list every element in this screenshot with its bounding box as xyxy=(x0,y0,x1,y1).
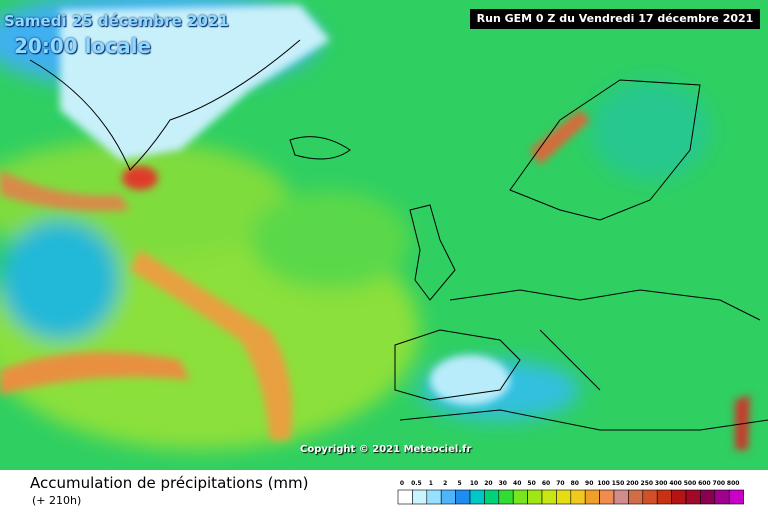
precipitation-map xyxy=(0,0,768,470)
legend-label: 60 xyxy=(542,480,550,487)
forecast-lead: (+ 210h) xyxy=(32,494,82,507)
legend-swatch xyxy=(656,489,672,505)
legend-label: 800 xyxy=(727,480,740,487)
legend-swatch xyxy=(541,489,557,505)
legend-swatch xyxy=(584,489,600,505)
legend-label: 30 xyxy=(499,480,507,487)
legend-swatch xyxy=(498,489,514,505)
legend-label: 250 xyxy=(641,480,654,487)
legend-swatch xyxy=(714,489,730,505)
forecast-date: Samedi 25 décembre 2021 xyxy=(4,12,229,30)
legend-label: 200 xyxy=(626,480,639,487)
legend-label: 50 xyxy=(527,480,535,487)
legend-label: 500 xyxy=(684,480,697,487)
legend-swatch xyxy=(728,489,744,505)
legend-label: 10 xyxy=(470,480,478,487)
legend-swatch xyxy=(469,489,485,505)
copyright: Copyright © 2021 Meteociel.fr xyxy=(300,444,472,455)
legend-swatch xyxy=(671,489,687,505)
legend-swatch xyxy=(527,489,543,505)
legend-label: 400 xyxy=(669,480,682,487)
legend-label: 70 xyxy=(556,480,564,487)
legend-swatch xyxy=(642,489,658,505)
legend-swatch xyxy=(685,489,701,505)
legend-label: 0.5 xyxy=(411,480,422,487)
footer-title: Accumulation de précipitations (mm) xyxy=(30,474,309,492)
legend-label: 20 xyxy=(484,480,492,487)
legend-swatch xyxy=(613,489,629,505)
legend-label: 90 xyxy=(585,480,593,487)
legend-label: 40 xyxy=(513,480,521,487)
legend-swatch xyxy=(397,489,413,505)
forecast-time: 20:00 locale xyxy=(14,34,151,58)
legend-label: 2 xyxy=(443,480,447,487)
legend-label: 80 xyxy=(571,480,579,487)
legend-swatch xyxy=(455,489,471,505)
legend-label: 600 xyxy=(698,480,711,487)
run-banner: Run GEM 0 Z du Vendredi 17 décembre 2021 xyxy=(470,9,760,29)
legend-swatch xyxy=(570,489,586,505)
legend-swatch xyxy=(512,489,528,505)
legend-label: 100 xyxy=(597,480,610,487)
legend-swatch xyxy=(440,489,456,505)
legend-swatch xyxy=(628,489,644,505)
legend-label: 700 xyxy=(713,480,726,487)
legend-label: 150 xyxy=(612,480,625,487)
legend-label: 300 xyxy=(655,480,668,487)
legend-swatch xyxy=(412,489,428,505)
legend-label: 0 xyxy=(400,480,404,487)
legend-swatch xyxy=(556,489,572,505)
legend-label: 1 xyxy=(429,480,433,487)
legend-swatch xyxy=(426,489,442,505)
legend-swatch xyxy=(484,489,500,505)
legend-swatch xyxy=(700,489,716,505)
legend-swatch xyxy=(599,489,615,505)
legend-label: 5 xyxy=(458,480,462,487)
